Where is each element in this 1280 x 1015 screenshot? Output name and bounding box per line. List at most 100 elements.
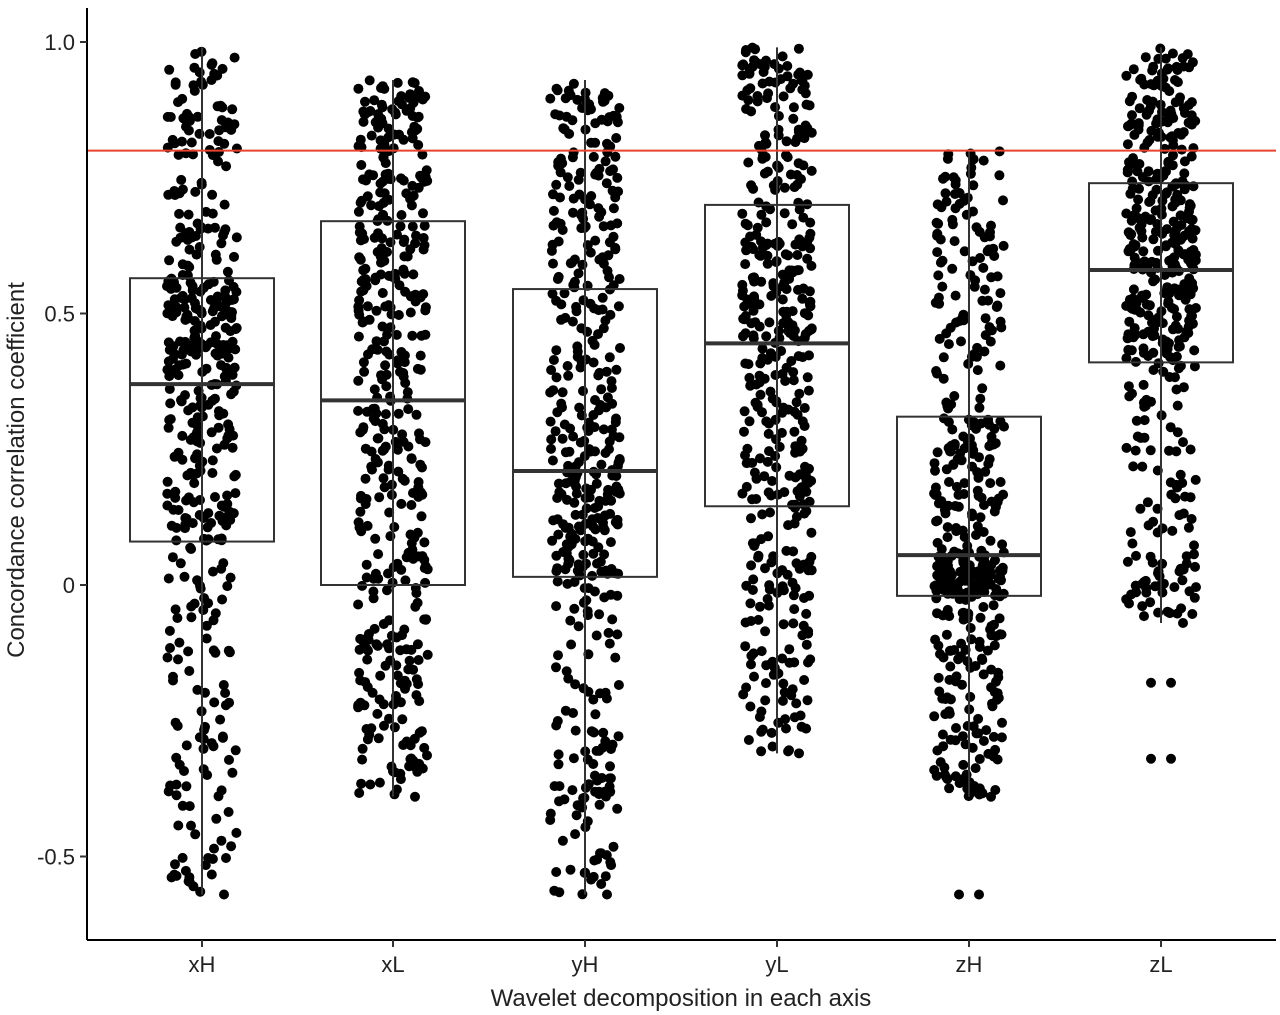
data-point bbox=[939, 505, 950, 515]
data-point bbox=[932, 199, 943, 210]
data-point bbox=[360, 263, 371, 274]
data-point bbox=[165, 643, 175, 653]
data-point bbox=[749, 671, 759, 682]
data-point bbox=[380, 660, 391, 671]
data-point bbox=[1151, 184, 1162, 195]
box-group-yL bbox=[704, 47, 850, 754]
data-point bbox=[989, 640, 1000, 651]
data-point bbox=[950, 676, 961, 687]
data-point bbox=[611, 133, 622, 143]
x-tick-label: yH bbox=[572, 952, 599, 977]
data-point bbox=[219, 889, 229, 900]
data-point bbox=[1171, 384, 1182, 395]
data-point bbox=[929, 711, 940, 722]
data-point bbox=[947, 219, 958, 230]
data-point bbox=[741, 245, 752, 256]
data-point bbox=[213, 147, 224, 157]
data-point bbox=[933, 292, 944, 303]
data-point bbox=[575, 437, 586, 448]
data-point bbox=[1176, 603, 1187, 614]
data-point bbox=[171, 790, 182, 801]
data-point bbox=[749, 540, 760, 551]
data-point bbox=[419, 554, 430, 565]
data-point bbox=[751, 473, 762, 484]
data-point bbox=[979, 567, 989, 578]
data-point bbox=[937, 610, 948, 621]
data-point bbox=[941, 328, 952, 339]
data-point bbox=[573, 268, 584, 279]
data-point bbox=[770, 451, 781, 461]
data-point bbox=[356, 286, 367, 297]
data-point bbox=[788, 590, 799, 601]
data-point bbox=[773, 162, 784, 173]
data-point bbox=[973, 713, 984, 724]
data-point bbox=[357, 754, 368, 765]
data-point bbox=[190, 303, 201, 314]
y-tick-label: 1.0 bbox=[44, 30, 75, 55]
data-point bbox=[1132, 431, 1143, 442]
data-point bbox=[170, 79, 181, 90]
data-point bbox=[358, 357, 369, 368]
data-point bbox=[940, 171, 951, 182]
data-point bbox=[195, 437, 206, 448]
data-point bbox=[225, 572, 236, 583]
data-point bbox=[1187, 318, 1198, 329]
data-point bbox=[1169, 283, 1180, 294]
data-point bbox=[397, 714, 408, 725]
data-point bbox=[363, 645, 373, 656]
data-point bbox=[1137, 293, 1148, 303]
data-point bbox=[1139, 577, 1149, 587]
data-point bbox=[210, 492, 220, 502]
data-point bbox=[181, 311, 192, 322]
data-point bbox=[740, 617, 751, 628]
data-point bbox=[554, 796, 564, 807]
data-point bbox=[417, 489, 428, 500]
data-point bbox=[386, 489, 397, 500]
data-point bbox=[1137, 172, 1148, 183]
data-point bbox=[787, 577, 798, 588]
data-point bbox=[551, 217, 562, 228]
data-point bbox=[568, 431, 579, 442]
data-point bbox=[975, 393, 986, 404]
data-point bbox=[182, 234, 193, 245]
data-point bbox=[186, 820, 196, 831]
data-point bbox=[935, 649, 945, 659]
data-point bbox=[227, 767, 238, 778]
data-point bbox=[745, 598, 756, 609]
data-point bbox=[380, 360, 391, 371]
data-point bbox=[762, 258, 773, 269]
data-point bbox=[958, 309, 969, 320]
data-point bbox=[208, 566, 218, 577]
data-point bbox=[187, 285, 198, 296]
data-point bbox=[770, 102, 781, 113]
data-point bbox=[787, 267, 798, 278]
data-point bbox=[965, 623, 976, 633]
data-point bbox=[1172, 427, 1183, 438]
data-point bbox=[408, 190, 419, 201]
data-point bbox=[588, 727, 599, 738]
data-point bbox=[395, 678, 406, 689]
data-point bbox=[195, 221, 206, 232]
data-point bbox=[1138, 397, 1149, 408]
data-point bbox=[383, 568, 393, 579]
data-point bbox=[398, 175, 409, 186]
data-point bbox=[791, 558, 802, 569]
data-point bbox=[1133, 118, 1144, 129]
data-point bbox=[405, 529, 416, 540]
data-point bbox=[551, 720, 562, 731]
data-point bbox=[932, 368, 942, 379]
data-point bbox=[933, 672, 944, 683]
data-point bbox=[750, 44, 761, 55]
data-point bbox=[195, 583, 206, 594]
data-point bbox=[545, 416, 556, 427]
data-point bbox=[932, 247, 943, 258]
data-point bbox=[937, 281, 948, 292]
data-point bbox=[361, 559, 372, 570]
data-point bbox=[777, 281, 788, 292]
data-point bbox=[173, 654, 183, 665]
data-point bbox=[761, 201, 772, 212]
data-point bbox=[355, 197, 366, 208]
data-point bbox=[942, 588, 953, 599]
data-point bbox=[572, 341, 583, 352]
data-point bbox=[409, 78, 420, 88]
